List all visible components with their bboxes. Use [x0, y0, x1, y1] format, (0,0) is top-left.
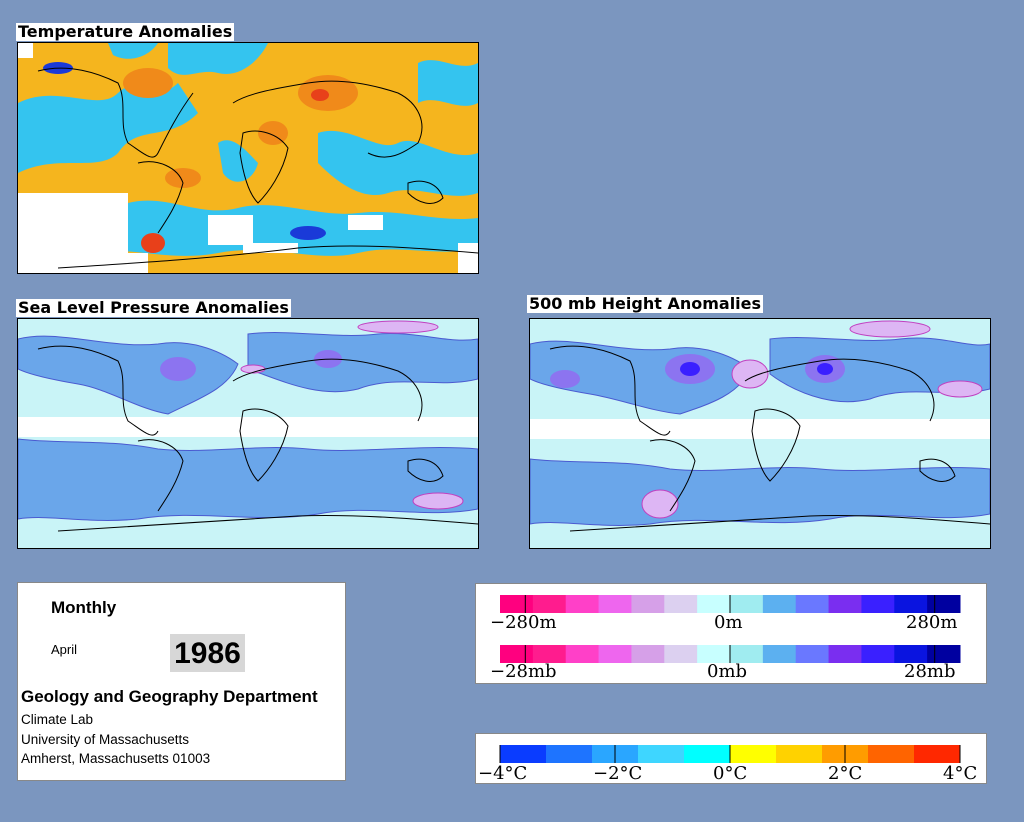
- colorbar-swatch: [638, 745, 685, 763]
- slp-title: Sea Level Pressure Anomalies: [16, 298, 291, 317]
- temperature-colorbar: [499, 745, 961, 763]
- temperature-anomaly-map: [17, 42, 479, 274]
- sea-level-pressure-map: [17, 318, 479, 549]
- colorbar-swatch: [631, 645, 665, 663]
- colorbar-swatch: [861, 645, 895, 663]
- colorbar-swatch: [894, 595, 928, 613]
- height-label-min: −280m: [490, 612, 557, 633]
- colorbar-swatch: [730, 595, 764, 613]
- colorbar-swatch: [684, 745, 731, 763]
- temperature-legend: −4°C −2°C 0°C 2°C 4°C: [475, 733, 987, 784]
- info-box: Monthly April 1986 Geology and Geography…: [17, 582, 346, 781]
- colorbar-swatch: [762, 595, 797, 613]
- year-label: 1986: [170, 634, 245, 672]
- temp-label-4: 4°C: [943, 763, 977, 783]
- pressure-height-legend: −280m 0m 280m −28mb 0mb 28mb: [475, 583, 987, 684]
- month-label: April: [51, 642, 78, 657]
- temp-label-0: 0°C: [713, 763, 747, 783]
- temp-label-minus2: −2°C: [593, 763, 642, 783]
- colorbar-swatch: [546, 745, 593, 763]
- university-label: University of Massachusetts: [21, 732, 190, 747]
- slp-map-graphic: [18, 319, 478, 548]
- colorbar-swatch: [664, 595, 698, 613]
- temp-label-2: 2°C: [828, 763, 862, 783]
- colorbar-swatch: [914, 745, 961, 763]
- colorbar-swatch: [565, 645, 600, 663]
- pressure-height-legend-graphic: −280m 0m 280m −28mb 0mb 28mb: [490, 595, 961, 682]
- colorbar-swatch: [795, 645, 830, 663]
- colorbar-swatch: [894, 645, 928, 663]
- colorbar-swatch: [795, 595, 830, 613]
- colorbar-swatch: [598, 645, 632, 663]
- department-label: Geology and Geography Department: [21, 687, 318, 706]
- colorbar-swatch: [532, 645, 567, 663]
- temperature-title: Temperature Anomalies: [16, 22, 235, 41]
- colorbar-swatch: [776, 745, 823, 763]
- colorbar-swatch: [664, 645, 698, 663]
- pressure-label-min: −28mb: [490, 661, 557, 682]
- height-label-zero: 0m: [714, 612, 743, 633]
- colorbar-swatch: [861, 595, 895, 613]
- colorbar-swatch: [500, 595, 534, 613]
- temperature-map-graphic: [18, 43, 478, 273]
- height-label-max: 280m: [906, 612, 957, 633]
- temp-label-minus4: −4°C: [478, 763, 527, 783]
- colorbar-swatch: [565, 595, 600, 613]
- colorbar-swatch: [697, 645, 731, 663]
- height-map-graphic: [530, 319, 990, 548]
- colorbar-swatch: [927, 645, 961, 663]
- lab-label: Climate Lab: [21, 712, 94, 727]
- colorbar-swatch: [762, 645, 797, 663]
- colorbar-swatch: [532, 595, 567, 613]
- colorbar-swatch: [730, 645, 764, 663]
- address-label: Amherst, Massachusetts 01003: [21, 751, 211, 766]
- colorbar-swatch: [868, 745, 915, 763]
- pressure-colorbar: [500, 645, 961, 663]
- colorbar-swatch: [598, 595, 632, 613]
- pressure-label-max: 28mb: [904, 661, 956, 682]
- colorbar-swatch: [927, 595, 961, 613]
- temperature-legend-graphic: −4°C −2°C 0°C 2°C 4°C: [478, 745, 977, 783]
- colorbar-swatch: [631, 595, 665, 613]
- period-label: Monthly: [51, 598, 117, 617]
- pressure-label-zero: 0mb: [707, 661, 747, 682]
- colorbar-swatch: [828, 645, 862, 663]
- colorbar-swatch: [697, 595, 731, 613]
- colorbar-swatch: [730, 745, 777, 763]
- colorbar-swatch: [828, 595, 862, 613]
- height-title: 500 mb Height Anomalies: [527, 294, 764, 313]
- height-anomaly-map: [529, 318, 991, 549]
- height-colorbar: [500, 595, 961, 613]
- colorbar-swatch: [500, 745, 547, 763]
